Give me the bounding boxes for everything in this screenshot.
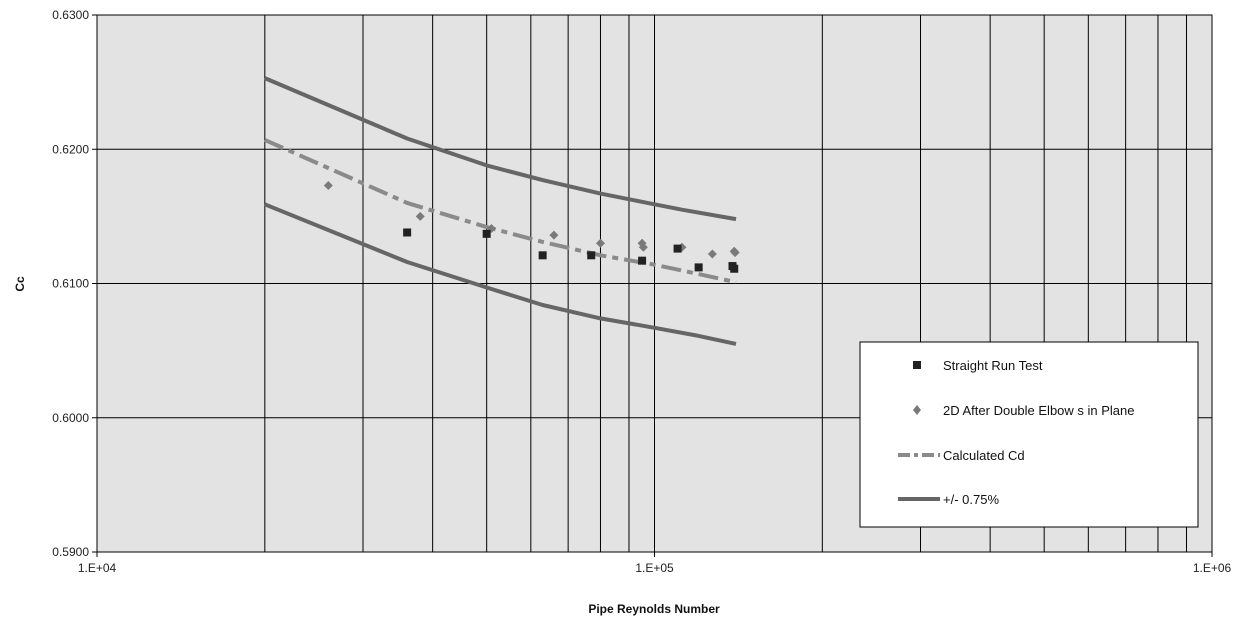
data-point-2d-after-elbows	[323, 180, 333, 190]
data-point-straight-run	[587, 251, 596, 260]
y-tick-label: 0.6300	[52, 8, 89, 22]
legend-marker-2d-after-elbows	[913, 405, 921, 415]
series-line-4	[264, 202, 737, 346]
y-tick-label: 0.6000	[52, 411, 89, 425]
y-tick-label: 0.6100	[52, 277, 89, 291]
y-tick-label: 0.5900	[52, 545, 89, 559]
axes: 0.5900 0.6000 0.6100 0.6200 0.6300 1.E+04 1.E+…	[52, 8, 1231, 575]
data-point-2d-after-elbows	[415, 211, 425, 221]
series-line-2	[263, 138, 737, 285]
data-point-straight-run	[694, 263, 703, 272]
x-tick-label: 1.E+06	[1193, 561, 1232, 575]
data-point-straight-run	[403, 228, 412, 237]
x-tick-label: 1.E+05	[635, 561, 674, 575]
legend-label-straight-run: Straight Run Test	[943, 358, 1043, 373]
legend-label-band: +/- 0.75%	[943, 492, 999, 507]
legend-label-2d-after-elbows: 2D After Double Elbow s in Plane	[943, 403, 1135, 418]
x-axis-title: Pipe Reynolds Number	[588, 602, 720, 616]
x-tick-label: 1.E+04	[78, 561, 117, 575]
series-layer	[263, 76, 740, 346]
legend-label-calculated-cd: Calculated Cd	[943, 448, 1025, 463]
data-point-straight-run	[673, 244, 682, 253]
legend-box	[859, 341, 1199, 528]
data-point-straight-run	[538, 251, 547, 260]
data-point-2d-after-elbows	[730, 248, 740, 258]
data-point-2d-after-elbows	[707, 249, 717, 259]
y-axis-title: Cc	[13, 276, 27, 292]
legend-marker-straight-run	[913, 361, 921, 369]
legend: Straight Run Test 2D After Double Elbow …	[859, 341, 1199, 528]
data-point-2d-after-elbows	[595, 238, 605, 248]
y-tick-label: 0.6200	[52, 142, 89, 156]
data-point-straight-run	[730, 264, 739, 273]
data-point-straight-run	[482, 229, 491, 238]
data-point-straight-run	[638, 256, 647, 265]
data-point-2d-after-elbows	[549, 230, 559, 240]
data-point-2d-after-elbows	[638, 242, 648, 252]
series-line-3	[264, 76, 737, 222]
